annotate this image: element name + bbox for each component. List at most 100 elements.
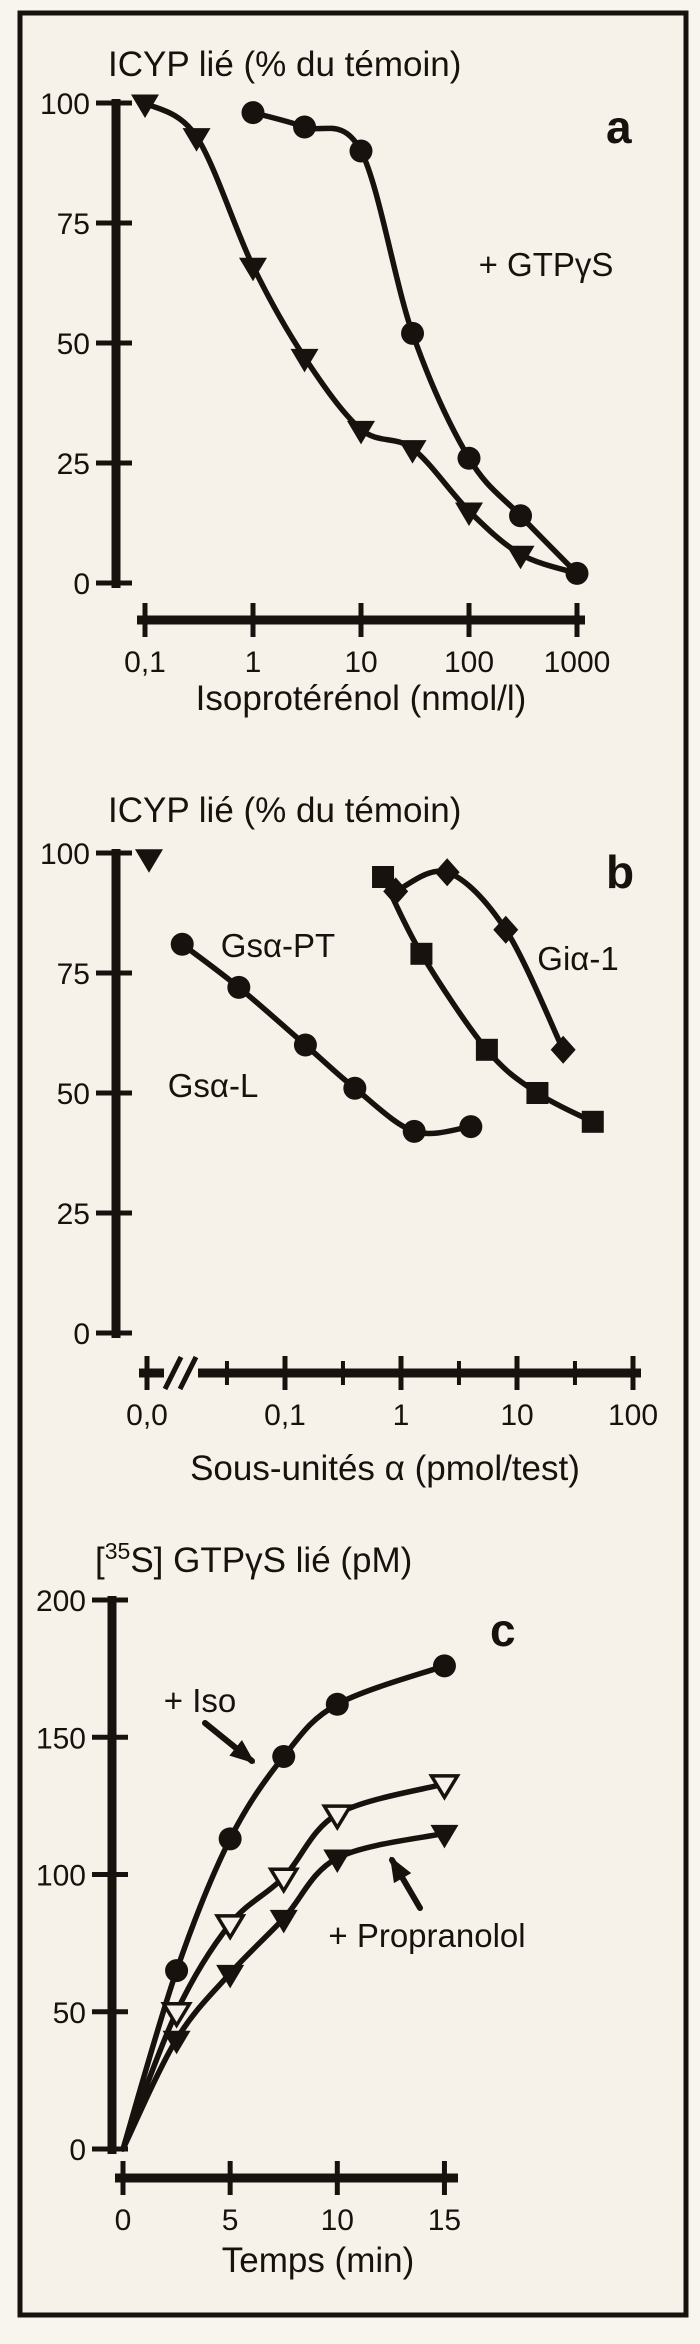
x-tick-label: 100 bbox=[444, 646, 494, 679]
x-tick-label: 10 bbox=[344, 646, 377, 679]
data-point-circle bbox=[293, 1033, 317, 1057]
y-tick-label: 200 bbox=[36, 1585, 86, 1618]
data-point-circle bbox=[565, 561, 589, 585]
panel-b-gsa-l-label: Gsα-L bbox=[168, 1067, 259, 1104]
panel-c-title-superscript: 35 bbox=[105, 1538, 131, 1564]
data-point-triangle bbox=[239, 257, 267, 282]
data-point-square bbox=[581, 1110, 604, 1133]
data-point-triangle-open bbox=[321, 1804, 354, 1831]
data-point-square bbox=[410, 942, 433, 965]
x-tick-label: 0 bbox=[115, 2204, 132, 2237]
panel-a-letter: a bbox=[606, 101, 632, 153]
data-point-diamond bbox=[383, 877, 409, 906]
x-tick-label: 1000 bbox=[544, 646, 611, 679]
panel-b-gia-1-label: Giα-1 bbox=[537, 940, 618, 977]
x-tick-label: 1 bbox=[393, 1399, 410, 1432]
data-point-circle bbox=[432, 1654, 456, 1678]
y-tick-label: 0 bbox=[73, 568, 90, 601]
data-point-triangle bbox=[455, 502, 483, 526]
panel-a-title: ICYP lié (% du témoin) bbox=[108, 45, 461, 84]
iso-arrow bbox=[202, 1720, 256, 1764]
data-point-circle bbox=[457, 446, 481, 470]
data-point-triangle-open bbox=[160, 2002, 193, 2029]
y-tick-label: 75 bbox=[57, 208, 90, 241]
panel-a-gtpgs-annotation: + GTPγS bbox=[479, 246, 614, 283]
data-point-circle bbox=[218, 1827, 242, 1851]
data-point-triangle bbox=[506, 545, 535, 570]
figure-frame bbox=[17, 10, 689, 2318]
data-point-circle bbox=[325, 1692, 349, 1716]
series-curve bbox=[142, 100, 580, 577]
data-point-circle bbox=[402, 1119, 426, 1143]
data-point-circle bbox=[165, 1959, 189, 1983]
panel-c-iso-annotation: + Iso bbox=[164, 1682, 236, 1719]
x-tick-label: 10 bbox=[500, 1399, 533, 1432]
panel-a-xlabel: Isoprotérénol (nmol/l) bbox=[196, 679, 527, 718]
y-tick-label: 50 bbox=[57, 328, 90, 361]
y-tick-label: 0 bbox=[73, 1318, 90, 1351]
data-point-triangle bbox=[135, 849, 163, 873]
x-tick-label: 0,0 bbox=[126, 1399, 168, 1432]
x-tick-label: 5 bbox=[222, 2204, 239, 2237]
data-point-triangle bbox=[347, 420, 375, 445]
data-point-triangle bbox=[323, 1849, 352, 1874]
y-tick-label: 100 bbox=[40, 838, 90, 871]
data-point-triangle-open bbox=[428, 1774, 461, 1801]
series-curve bbox=[120, 1830, 448, 2152]
data-point-square bbox=[475, 1038, 498, 1061]
panel-c-letter: c bbox=[490, 1604, 516, 1656]
panel-c-propranolol-annotation: + Propranolol bbox=[328, 1917, 525, 1954]
data-point-triangle-open bbox=[214, 1914, 247, 1941]
panel-b-letter: b bbox=[606, 846, 634, 898]
data-point-diamond bbox=[550, 1035, 576, 1064]
series-curve bbox=[392, 868, 566, 1053]
x-tick-label: 1 bbox=[245, 646, 262, 679]
data-point-triangle-open bbox=[267, 1867, 300, 1895]
panel-b-title: ICYP lié (% du témoin) bbox=[108, 791, 461, 830]
propranolol-arrow bbox=[389, 1856, 423, 1911]
y-tick-label: 25 bbox=[57, 1198, 90, 1231]
data-point-circle bbox=[241, 101, 265, 125]
data-point-triangle bbox=[162, 2030, 191, 2055]
panel-c-title-rest: S] GTPγS lié (pM) bbox=[130, 1541, 412, 1580]
y-tick-label: 25 bbox=[57, 448, 90, 481]
data-point-circle bbox=[459, 1115, 483, 1139]
data-point-circle bbox=[272, 1744, 296, 1768]
data-point-circle bbox=[293, 115, 317, 139]
x-tick-label: 0,1 bbox=[124, 646, 166, 679]
data-point-square bbox=[526, 1082, 549, 1104]
data-point-diamond bbox=[434, 858, 460, 887]
data-point-square bbox=[372, 866, 395, 888]
data-point-diamond bbox=[493, 915, 519, 944]
data-point-circle bbox=[401, 321, 425, 345]
y-tick-label: 50 bbox=[53, 1997, 86, 2030]
x-tick-label: 10 bbox=[321, 2204, 354, 2237]
y-tick-label: 100 bbox=[36, 1860, 86, 1893]
y-tick-label: 100 bbox=[40, 88, 90, 121]
panel-b-gsa-pt-label: Gsα-PT bbox=[221, 927, 335, 964]
data-point-triangle bbox=[182, 128, 211, 152]
data-point-triangle bbox=[290, 348, 319, 373]
data-point-circle bbox=[509, 504, 533, 528]
data-point-circle bbox=[349, 139, 373, 163]
axis-break-slash bbox=[162, 1355, 184, 1391]
panel-b-plot: 100 75 50 25 0 0,0 0,1 1 10 100 bbox=[40, 838, 658, 1432]
data-point-triangle bbox=[269, 1909, 298, 1934]
panel-c-plot: 200 150 100 50 0 0 5 10 15 bbox=[36, 1585, 461, 2237]
data-point-triangle bbox=[398, 440, 427, 464]
data-point-triangle bbox=[216, 1964, 245, 1989]
panel-a-plot: 100 75 50 25 0 0,1 1 10 100 1000 bbox=[40, 88, 610, 679]
panel-c-xlabel: Temps (min) bbox=[222, 2241, 415, 2280]
panel-b-xlabel: Sous-unités α (pmol/test) bbox=[190, 1449, 580, 1488]
y-tick-label: 75 bbox=[57, 958, 90, 991]
data-point-circle bbox=[343, 1076, 367, 1100]
panel-c-title-bracket: [ bbox=[95, 1541, 105, 1580]
x-tick-label: 0,1 bbox=[264, 1399, 306, 1432]
x-tick-label: 15 bbox=[428, 2204, 461, 2237]
data-point-triangle bbox=[430, 1824, 459, 1849]
x-tick-label: 100 bbox=[608, 1399, 658, 1432]
data-point-circle bbox=[227, 975, 251, 999]
panel-c-title: [35S] GTPγS lié (pM) bbox=[95, 1538, 412, 1580]
